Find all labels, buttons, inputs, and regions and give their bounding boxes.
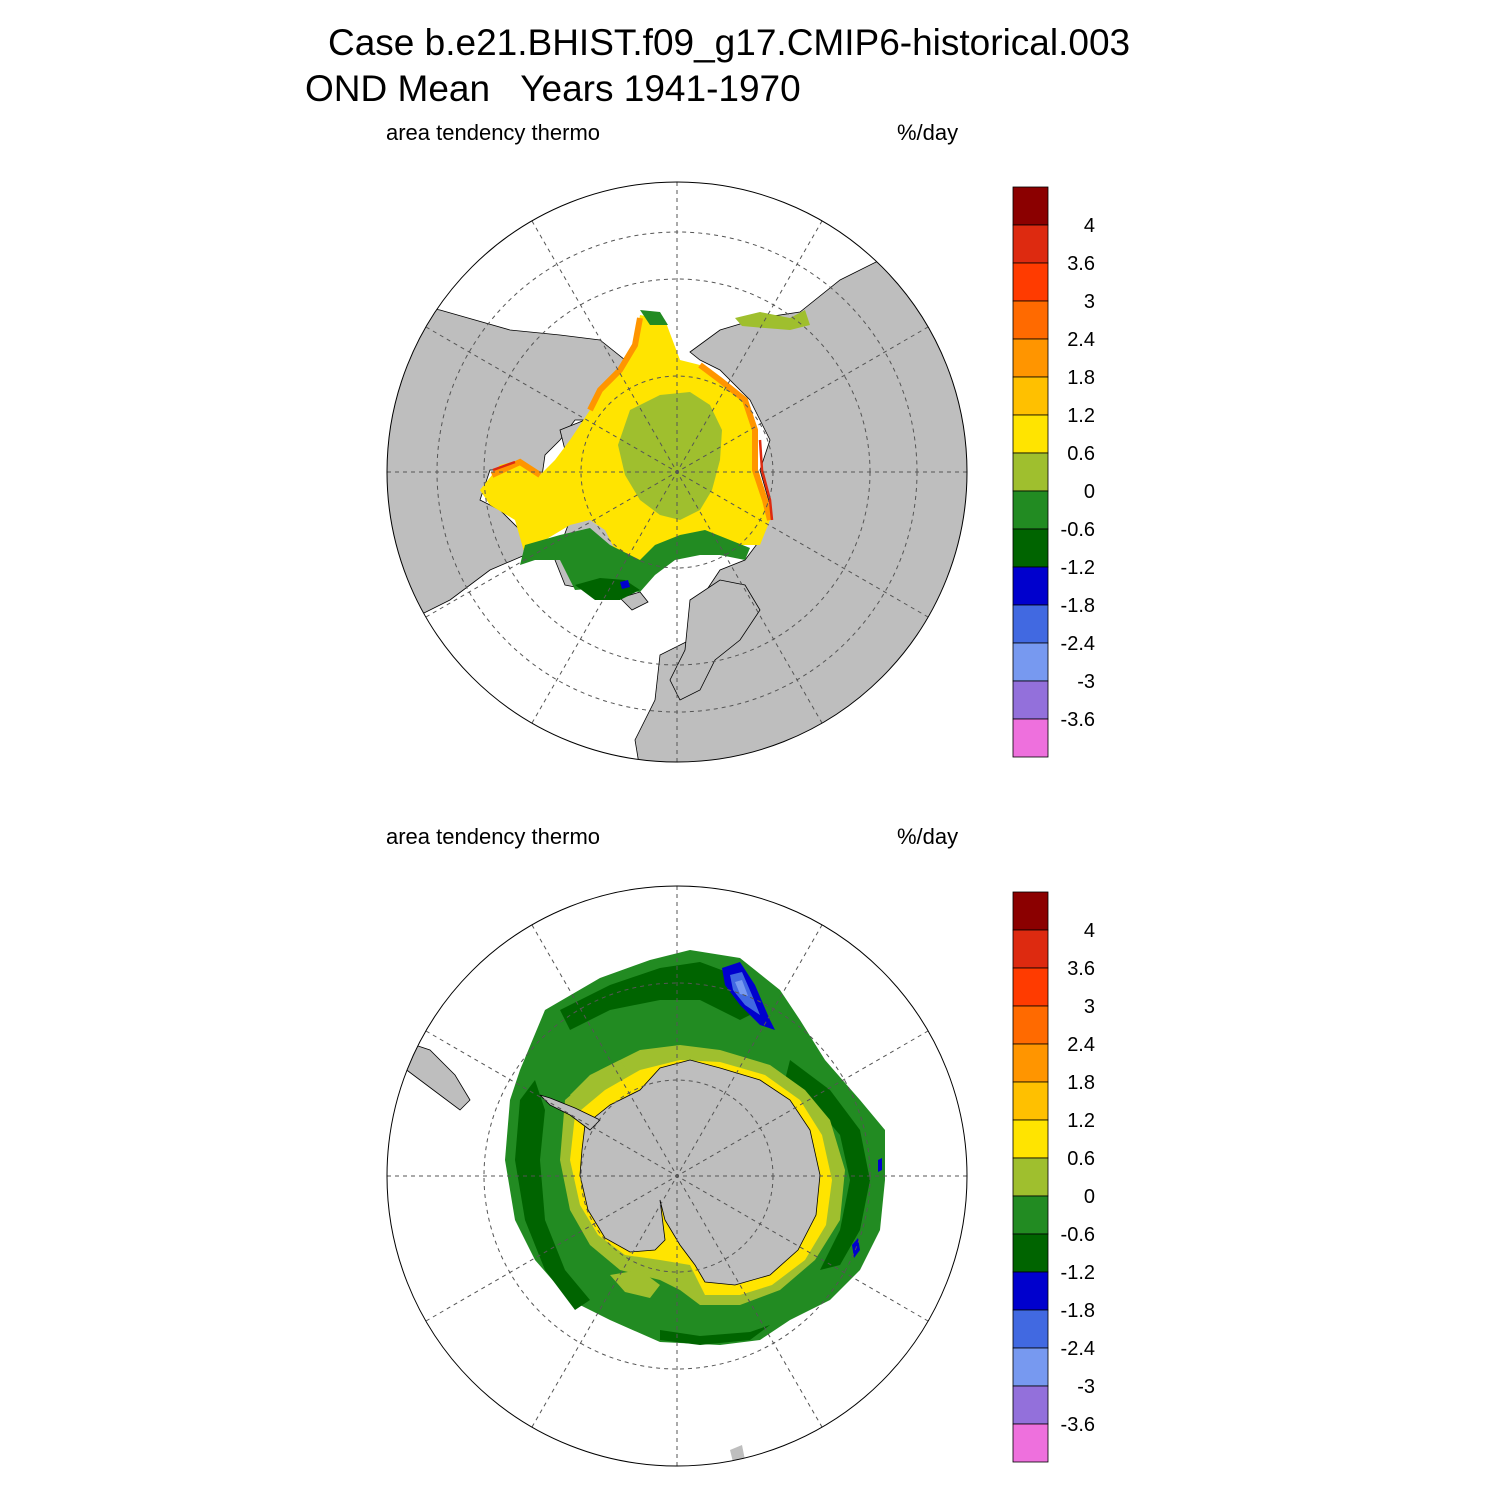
- north-colorbar-swatch: [1012, 718, 1049, 758]
- south-ice-dark-band-east: [785, 1060, 870, 1270]
- north-colorbar-tick-label: 0.6: [1067, 443, 1095, 465]
- south-colorbar-swatch: [1012, 1157, 1049, 1197]
- south-ice-blue-east: [852, 1158, 882, 1258]
- north-colorbar-tick-label: -1.2: [1061, 557, 1095, 579]
- south-colorbar-swatch: [1012, 1271, 1049, 1311]
- north-ice-central-near-zero: [618, 392, 722, 520]
- south-colorbar-tick-label: 2.4: [1067, 1034, 1095, 1056]
- south-graticule: [387, 886, 967, 1466]
- north-colorbar-tick-label: 1.8: [1067, 367, 1095, 389]
- north-colorbar-swatch: [1012, 680, 1049, 720]
- south-colorbar-swatch: [1012, 1347, 1049, 1387]
- north-colorbar: 4 3.6 3 2.4 1.8 1.2 0.6 0 -0.6 -1.2 -1.8 -2.4 -3 -3.6: [1012, 186, 1095, 758]
- north-colorbar-swatch: [1012, 376, 1049, 416]
- south-colorbar-swatch: [1012, 1233, 1049, 1273]
- north-ice-blue-patch: [620, 580, 630, 589]
- south-colorbar-tick-label: 0: [1084, 1186, 1095, 1208]
- north-colorbar-tick-label: 4: [1084, 215, 1095, 237]
- south-colorbar-swatch: [1012, 1195, 1049, 1235]
- south-colorbar-tick-label: -1.8: [1061, 1300, 1095, 1322]
- south-ice-dark-band-south: [660, 1325, 770, 1345]
- north-land-europe: [669, 579, 761, 701]
- south-colorbar-tick-label: 0.6: [1067, 1148, 1095, 1170]
- south-colorbar-swatch: [1012, 891, 1049, 931]
- south-map-content: [387, 886, 967, 1466]
- south-colorbar-tick-label: -3.6: [1061, 1414, 1095, 1436]
- south-colorbar-swatch: [1012, 1423, 1049, 1463]
- north-colorbar-swatch: [1012, 604, 1049, 644]
- north-colorbar-tick-label: 2.4: [1067, 329, 1095, 351]
- south-colorbar-tick-label: 4: [1084, 920, 1095, 942]
- south-ice-dark-band-west: [515, 1080, 590, 1310]
- south-panel-variable-label: area tendency thermo: [386, 824, 601, 849]
- north-colorbar-swatch: [1012, 224, 1049, 264]
- north-colorbar-swatch: [1012, 490, 1049, 530]
- south-colorbar-tick-label: -1.2: [1061, 1262, 1095, 1284]
- north-colorbar-tick-label: -0.6: [1061, 519, 1095, 541]
- north-colorbar-tick-label: 3: [1084, 291, 1095, 313]
- north-colorbar-swatch: [1012, 186, 1049, 226]
- north-colorbar-tick-label: 3.6: [1067, 253, 1095, 275]
- south-colorbar-swatch: [1012, 967, 1049, 1007]
- north-colorbar-swatch: [1012, 338, 1049, 378]
- north-colorbar-swatch: [1012, 566, 1049, 606]
- north-ice-negative-band: [520, 528, 750, 592]
- south-colorbar-swatch: [1012, 1081, 1049, 1121]
- north-colorbar-tick-label: -3: [1077, 671, 1095, 693]
- south-colorbar-swatch: [1012, 1043, 1049, 1083]
- north-map-border: [386, 181, 968, 763]
- south-panel-units-label: %/day: [897, 824, 959, 849]
- south-colorbar-swatch: [1012, 929, 1049, 969]
- figure-title-case: Case b.e21.BHIST.f09_g17.CMIP6-historica…: [328, 22, 1131, 63]
- north-ice-band-orange: [490, 317, 773, 521]
- south-colorbar-tick-label: 3.6: [1067, 958, 1095, 980]
- north-colorbar-swatch: [1012, 642, 1049, 682]
- south-colorbar-tick-label: 1.8: [1067, 1072, 1095, 1094]
- north-polar-map: [386, 181, 968, 763]
- figure-title-period: OND Mean Years 1941-1970: [305, 68, 801, 109]
- south-ice-lightblue-patch: [735, 980, 748, 996]
- south-colorbar-swatch: [1012, 1385, 1049, 1425]
- south-map-border: [386, 885, 968, 1467]
- south-colorbar: 4 3.6 3 2.4 1.8 1.2 0.6 0 -0.6 -1.2 -1.8 -2.4 -3 -3.6: [1012, 891, 1095, 1463]
- south-polar-map: [386, 885, 968, 1467]
- south-land-peninsula: [539, 1094, 601, 1131]
- south-land-antarctica: [579, 1059, 821, 1286]
- south-colorbar-tick-label: -3: [1077, 1376, 1095, 1398]
- north-colorbar-swatch: [1012, 452, 1049, 492]
- north-ice-bering: [735, 310, 810, 330]
- south-colorbar-tick-label: 3: [1084, 996, 1095, 1018]
- north-colorbar-swatch: [1012, 414, 1049, 454]
- north-panel-variable-label: area tendency thermo: [386, 120, 601, 145]
- north-colorbar-tick-label: 1.2: [1067, 405, 1095, 427]
- north-colorbar-swatch: [1012, 262, 1049, 302]
- north-colorbar-tick-label: -2.4: [1061, 633, 1095, 655]
- north-colorbar-tick-label: -1.8: [1061, 595, 1095, 617]
- south-colorbar-swatch: [1012, 1119, 1049, 1159]
- south-colorbar-swatch: [1012, 1309, 1049, 1349]
- north-graticule: [387, 182, 967, 762]
- north-colorbar-swatch: [1012, 528, 1049, 568]
- north-colorbar-tick-label: 0: [1084, 481, 1095, 503]
- north-map-content: [387, 182, 967, 762]
- south-colorbar-tick-label: -2.4: [1061, 1338, 1095, 1360]
- south-colorbar-swatch: [1012, 1005, 1049, 1045]
- north-ice-band-red: [492, 439, 774, 521]
- north-colorbar-tick-label: -3.6: [1061, 709, 1095, 731]
- south-colorbar-tick-label: -0.6: [1061, 1224, 1095, 1246]
- north-panel-units-label: %/day: [897, 120, 959, 145]
- south-colorbar-tick-label: 1.2: [1067, 1110, 1095, 1132]
- north-ice-bering-green: [640, 310, 668, 325]
- north-colorbar-swatch: [1012, 300, 1049, 340]
- south-ice-dark-band-north: [560, 962, 760, 1030]
